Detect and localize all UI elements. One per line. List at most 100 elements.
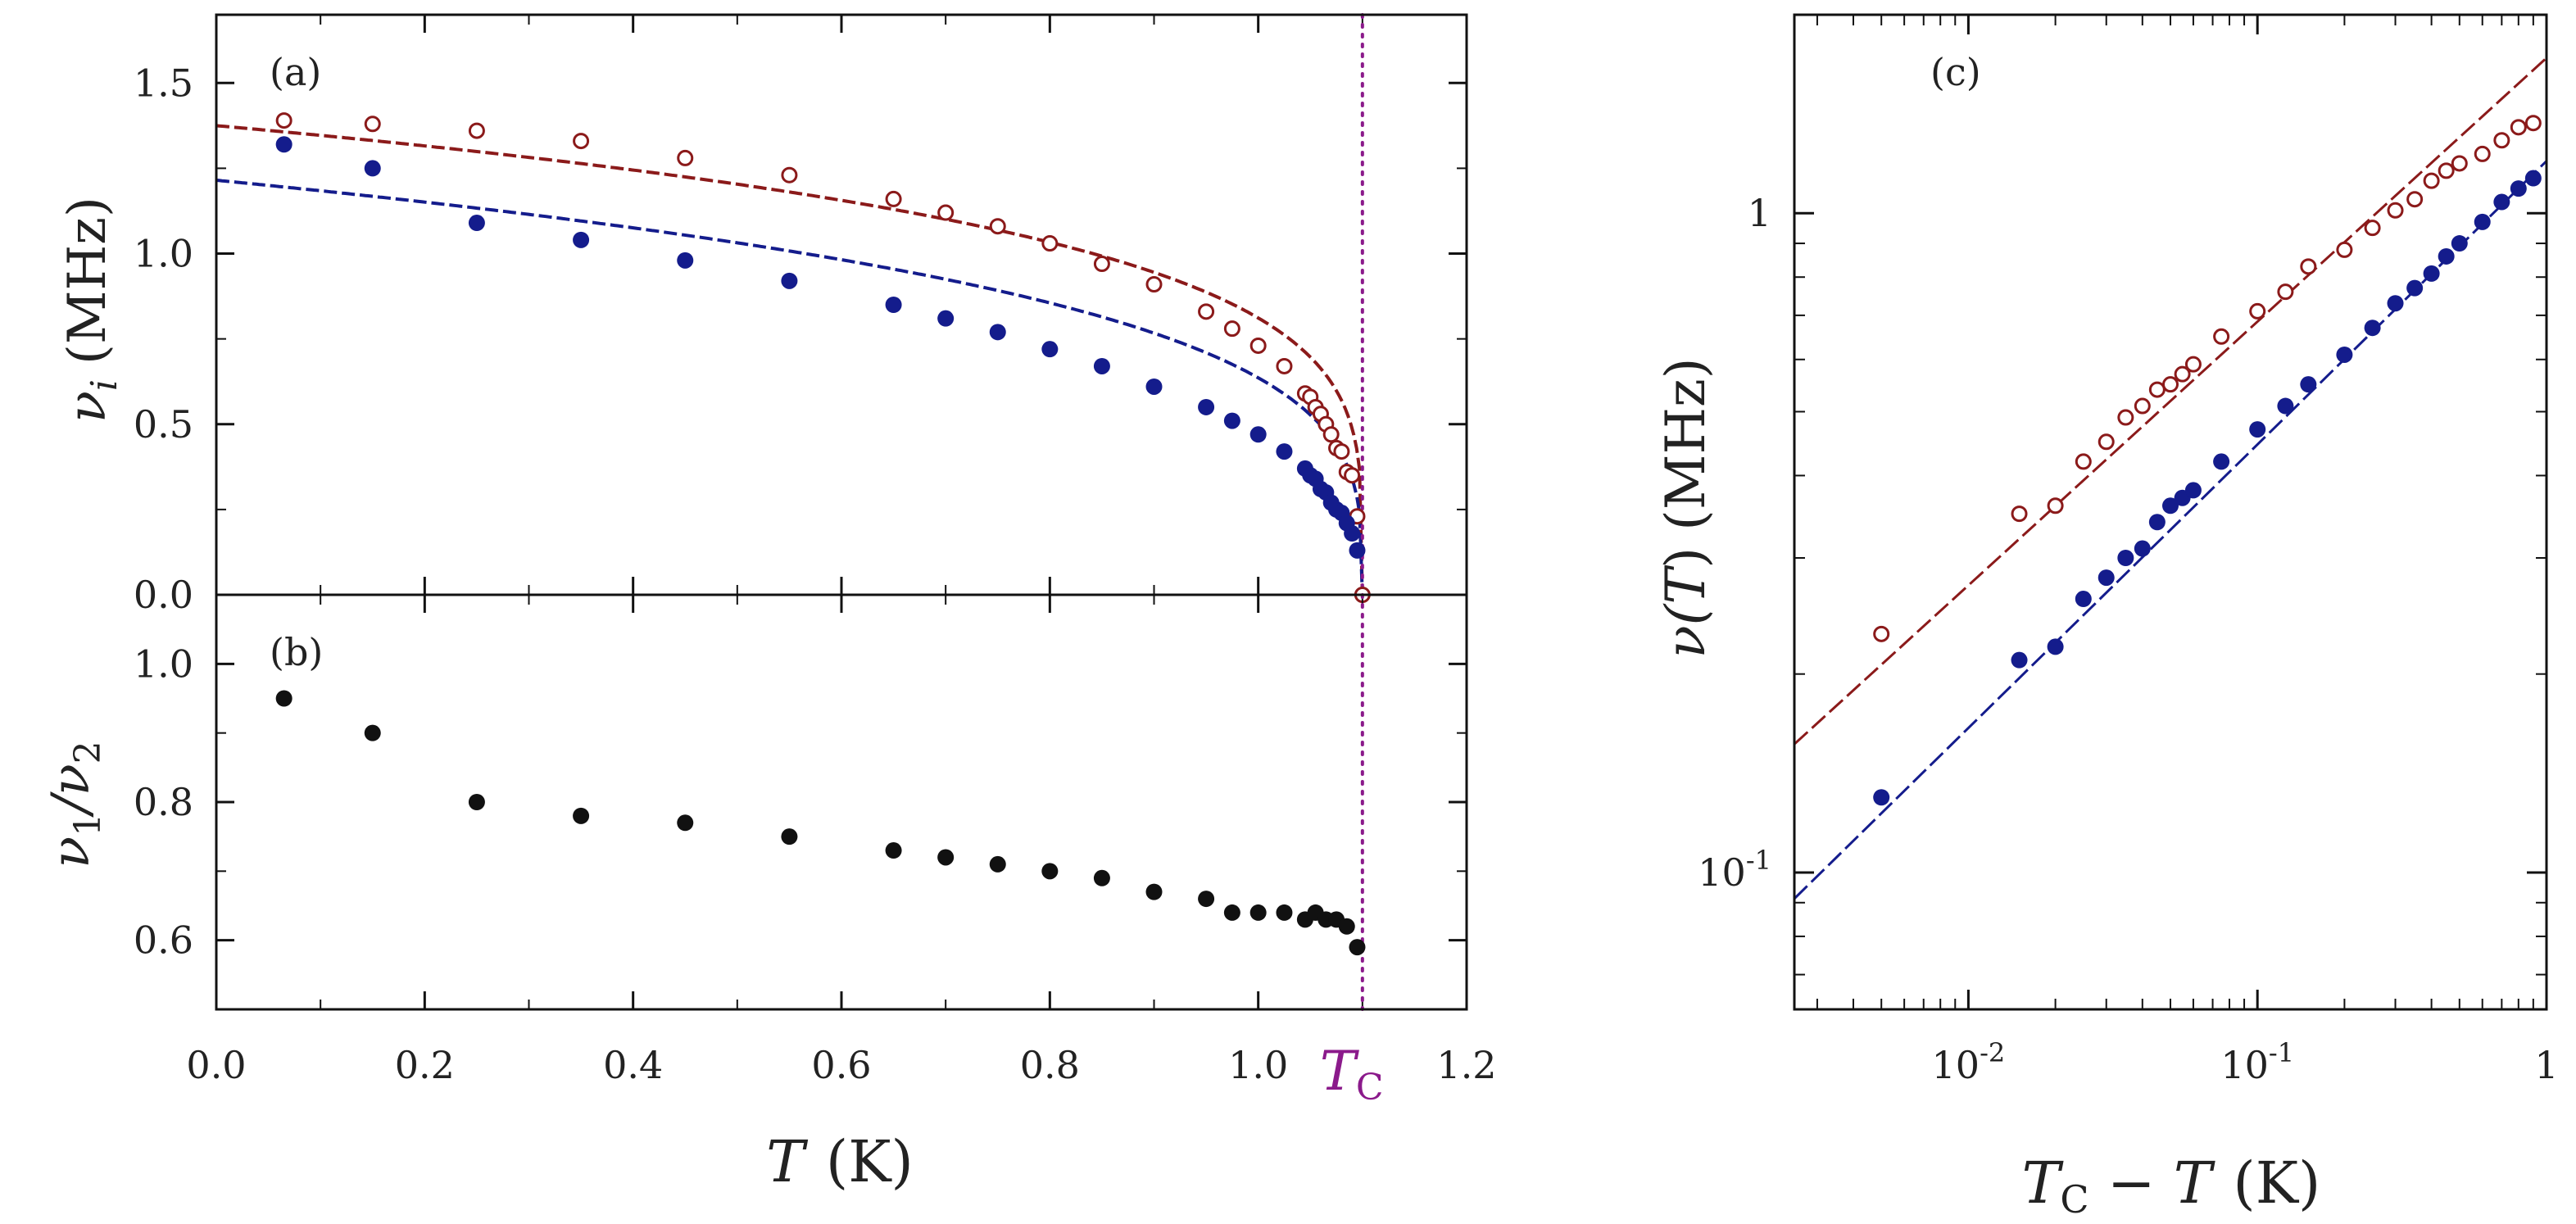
b-ratio-point [1276,904,1293,921]
panel-a: (a) 0.0 0.5 1.0 1.5 νi(MHz) TC [57,13,1468,1108]
a-ytick-label: 0.5 [134,402,193,447]
b-ratio-point [1145,883,1163,900]
c-nu2-log-point [2213,328,2230,345]
c-nu1-log-point [2249,421,2266,438]
a-nu2-point [937,204,955,221]
a-nu2-point [1276,357,1293,374]
c-nu2-log-point [2184,356,2202,373]
panel-a-points [275,112,1371,603]
c-nu2-log-point [1873,625,1890,642]
panel-c: (c) 10-1 1 10-2 10-1 1 ν(T)(MHz) TC − T (K) [1654,13,2559,1222]
c-nu2-log-point [2364,220,2381,237]
panel-c-xtick-labels: 10-2 10-1 1 [1932,1037,2559,1087]
b-ratio-point [1349,939,1366,956]
a-nu2-point [1198,303,1215,320]
a-nu2-point [1223,320,1240,338]
c-nu2-log-point [2075,453,2092,470]
c-nu1-log-point [2336,346,2353,363]
b-ratio-point [275,690,293,707]
a-ytick-label: 1.5 [134,61,193,105]
c-nu2-log-point [2451,155,2468,172]
c-nu1-log-point [2098,569,2115,587]
fit-nu1-log [1794,160,2547,900]
c-nu2-log-point [2336,241,2353,258]
panel-c-ytick-labels: 10-1 1 [1698,191,1771,895]
a-nu2-point [1093,256,1110,273]
b-ytick-label: 1.0 [134,641,193,686]
b-ratio-point [989,855,1006,873]
a-nu1-point [275,136,293,153]
panel-b-ylabel: ν1/ν2 [41,741,109,868]
c-nu2-log-point [2047,497,2064,515]
c-nu1-log-point [2423,265,2440,282]
a-nu1-point [1344,525,1361,542]
a-nu2-point [1333,443,1350,460]
a-nu2-point [781,166,798,184]
c-nu1-log-point [2047,638,2064,655]
b-ratio-point [1198,891,1215,908]
panel-b-ytick-labels: 0.6 0.8 1.0 [134,641,193,962]
a-nu1-point [1249,426,1267,443]
a-nu2-point [989,218,1006,235]
c-nu1-log-point [2406,279,2424,297]
a-nu2-point [573,133,590,150]
panel-a-label: (a) [270,50,321,94]
c-ytick-label: 10-1 [1698,845,1771,895]
ab-xtick-label: 1.0 [1228,1043,1288,1087]
a-nu2-point [1041,235,1059,252]
panel-c-ylabel: ν(T)(MHz) [1654,357,1717,658]
panel-c-frame [1793,13,2548,1011]
a-nu2-point [677,149,694,166]
fit-nu1 [215,179,1364,596]
a-nu1-point [1041,341,1059,358]
a-nu1-point [1198,398,1215,415]
c-nu1-log-point [2510,180,2527,197]
a-nu1-point [1276,443,1293,460]
c-nu2-log-point [2438,162,2455,179]
panel-b-label: (b) [270,630,323,674]
ab-xtick-label: 0.6 [811,1043,871,1087]
c-nu2-log-point [2011,505,2028,523]
a-nu1-point [1093,357,1110,374]
c-xtick-label: 10-2 [1932,1037,2006,1087]
c-nu2-log-point [2134,397,2151,415]
c-nu1-log-point [2184,482,2202,499]
a-nu1-point [573,231,590,248]
b-ratio-point [468,794,485,810]
ab-xtick-label: 0.8 [1020,1043,1080,1087]
c-nu2-log-point [2406,191,2424,208]
panel-c-label: (c) [1930,50,1981,94]
c-nu2-log-point [2098,433,2115,451]
c-nu1-log-point [2011,651,2028,669]
a-nu2-point [275,112,293,129]
a-nu2-point [364,116,381,133]
a-nu1-point [1223,412,1240,429]
b-ytick-label: 0.8 [134,780,193,824]
c-nu1-log-point [2277,397,2294,415]
b-ratio-point [937,849,955,866]
c-nu1-log-point [2438,247,2455,265]
fit-nu2 [215,124,1364,596]
c-nu2-log-point [2162,376,2179,393]
a-ytick-label: 1.0 [134,232,193,276]
c-xtick-label: 10-1 [2220,1037,2294,1087]
panel-b: (b) 0.6 0.8 1.0 0.0 0.2 0.4 0.6 0.8 1.0 1.2 ν1/ν… [41,593,1497,1195]
c-nu2-log-point [2524,115,2542,132]
ab-xtick-label: 0.2 [395,1043,455,1087]
panel-a-frame [215,13,1468,596]
c-nu2-log-point [2277,283,2294,301]
panel-c-xlabel: TC − T (K) [2022,1149,2321,1222]
c-nu1-log-point [2213,453,2230,470]
a-nu1-point [885,297,902,313]
panel-c-points [1873,115,2542,806]
c-xtick-label: 1 [2534,1043,2558,1087]
ab-xtick-label: 1.2 [1436,1043,1496,1087]
a-nu2-point [468,122,485,139]
a-nu2-point [1322,426,1340,443]
c-nu1-log-point [2117,549,2134,566]
b-ratio-point [1041,863,1059,880]
a-nu1-point [677,252,694,269]
b-ratio-point [1338,918,1355,935]
ab-xtick-label: 0.4 [603,1043,663,1087]
